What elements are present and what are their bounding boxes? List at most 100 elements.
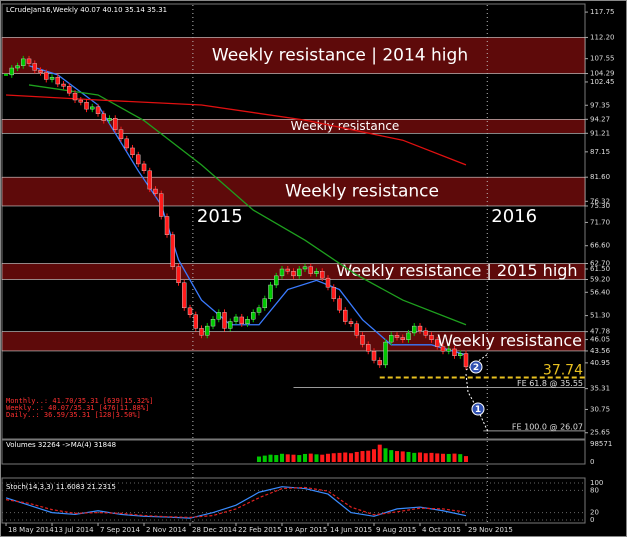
volume-bar [452, 453, 457, 462]
candle [394, 335, 400, 338]
y-tick-label: 75.30 [590, 202, 610, 210]
resistance-zone [1, 176, 586, 207]
candle [193, 314, 198, 329]
candle [389, 335, 394, 343]
volume-bar [343, 452, 348, 462]
moving-average [28, 65, 467, 356]
volume-bar [297, 455, 302, 462]
candle [182, 282, 187, 309]
y-tick-label: 46.05 [590, 336, 610, 344]
candle [262, 298, 267, 309]
volume-bar [308, 453, 313, 462]
volume-bar [417, 452, 423, 462]
x-tick-label: 29 Nov 2015 [468, 526, 513, 534]
volume-bar [314, 454, 319, 462]
marker-label: 1 [475, 405, 481, 415]
stoch-tick-label: 0 [590, 516, 594, 524]
candle [233, 316, 239, 322]
volume-bar [268, 454, 273, 462]
candle [297, 268, 302, 277]
marker-circle [469, 360, 483, 374]
volume-bar [377, 444, 382, 462]
candle [435, 339, 440, 347]
info-line: Weekly..: 40.07/35.31 [476|11.88%] [6, 404, 149, 412]
x-tick-label: 19 Apr 2015 [284, 526, 327, 534]
stoch-title: Stoch(14,3,3) 11.6083 21.2315 [6, 483, 116, 491]
candle [101, 113, 106, 121]
y-tick-label: 76.32 [590, 197, 610, 205]
candle [49, 76, 55, 80]
candle [343, 309, 348, 322]
candle [205, 325, 210, 336]
candle [55, 76, 60, 85]
candle [84, 102, 89, 110]
candle [222, 312, 227, 329]
volume-bar [354, 451, 359, 462]
candle [366, 344, 371, 352]
info-line: Daily..: 36.59/35.31 [128|3.50%] [6, 411, 141, 419]
x-tick-label: 14 Jun 2015 [330, 526, 372, 534]
volume-bar [458, 454, 463, 462]
volume-bar [302, 453, 308, 462]
candle [216, 312, 221, 320]
volume-bar [291, 454, 296, 462]
candle [72, 92, 78, 101]
volume-bar [360, 451, 365, 462]
x-tick-label: 2 Nov 2014 [146, 526, 187, 534]
volume-tick-label: 98571 [590, 440, 612, 448]
candle [228, 321, 233, 329]
candle [383, 341, 388, 366]
candle [308, 266, 313, 274]
candle [159, 193, 164, 217]
volume-bar [446, 453, 451, 462]
year-label: 2016 [491, 206, 537, 227]
y-tick-label: 107.55 [590, 55, 615, 63]
candle [199, 328, 204, 336]
candle [274, 275, 279, 286]
volume-bar [371, 449, 377, 462]
y-tick-label: 59.20 [590, 276, 610, 284]
y-tick-label: 104.29 [590, 70, 615, 78]
candle [417, 325, 423, 331]
candle [285, 268, 290, 272]
x-tick-label: 4 Oct 2015 [422, 526, 461, 534]
candle [291, 271, 296, 277]
stoch-line [5, 486, 467, 519]
zone-label: Weekly resistance | 2015 high [336, 261, 577, 280]
volume-bar [348, 453, 354, 462]
projection-arrow [465, 373, 489, 433]
candle [170, 234, 175, 267]
candle [176, 266, 181, 283]
volume-title: Volumes 32264 ->MA(4) 31848 [6, 441, 116, 449]
candle [141, 163, 147, 172]
candle [95, 106, 101, 114]
volume-bar [274, 455, 279, 462]
volume-bar [320, 454, 325, 462]
volume-bar [262, 455, 267, 462]
volume-bar [412, 452, 417, 462]
y-tick-label: 40.95 [590, 359, 610, 367]
y-tick-label: 71.70 [590, 218, 610, 226]
candle [360, 335, 365, 345]
x-tick-label: 7 Sep 2014 [100, 526, 140, 534]
candle [446, 348, 451, 352]
zone-label: Weekly resistance | 2014 high [212, 45, 468, 65]
resistance-zone [1, 37, 586, 74]
volume-bar [440, 453, 445, 462]
candle [429, 335, 434, 340]
candle [38, 70, 43, 73]
candle [130, 147, 135, 156]
y-tick-label: 102.45 [590, 78, 615, 86]
volume-bar [256, 456, 262, 462]
y-tick-label: 87.15 [590, 148, 610, 156]
candle [15, 65, 20, 69]
candle [107, 118, 112, 121]
volume-bar [423, 453, 428, 462]
y-tick-label: 47.78 [590, 328, 610, 336]
y-tick-label: 112.20 [590, 33, 615, 41]
candle [32, 63, 37, 71]
candle [400, 337, 405, 340]
y-tick-label: 66.60 [590, 242, 610, 250]
header: LCrudeJan16,Weekly 40.07 40.10 35.14 35.… [6, 6, 167, 14]
